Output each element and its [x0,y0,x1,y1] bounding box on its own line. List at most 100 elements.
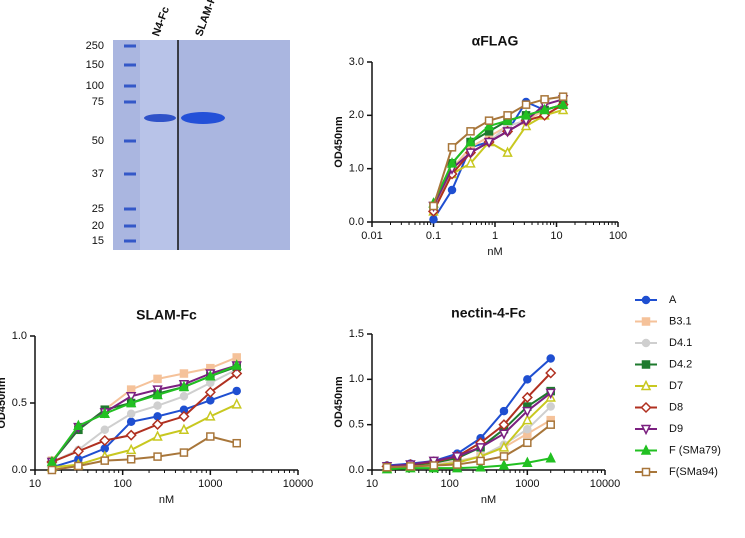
y-tick-label: 2.0 [349,109,364,121]
ladder-band [124,63,136,67]
chart: αFLAG 0.01 0.1 1 10 100 0.0 1.0 2.0 3.0 nM OD450nm [333,33,627,258]
marker [546,402,555,411]
ladder-band [124,224,136,228]
marker [126,417,136,427]
ladder-band [124,207,136,211]
series-line [51,403,238,469]
y-tick-label: 1.5 [349,328,364,340]
x-tick-label: 1 [492,230,498,242]
marker-label: 25 [92,203,104,215]
marker [179,369,189,378]
marker [99,434,111,447]
marker [521,391,533,404]
marker [499,406,509,416]
x-tick-label: 1000 [515,478,539,490]
marker [447,143,457,152]
x-tick-label: 10 [29,478,41,490]
x-tick-label: 1000 [198,478,222,490]
marker [72,445,84,457]
y-tick-label: 0.0 [349,464,364,476]
marker [231,367,243,380]
y-axis-label: OD450nm [0,377,8,429]
marker [475,461,486,472]
marker [521,100,531,109]
marker [125,429,137,441]
y-tick-label: 1.0 [12,330,27,342]
marker [520,109,532,120]
marker [206,396,215,405]
marker-label: 15 [92,235,104,247]
marker-label: 100 [86,80,104,92]
marker [465,135,476,147]
marker [126,409,136,418]
ladder-band [124,100,136,104]
marker [125,443,137,455]
x-tick-label: 10 [366,478,378,490]
legend-label: A [669,294,677,306]
series-line [51,364,238,463]
x-tick-label: 100 [440,478,458,490]
marker [100,425,110,435]
marker [540,95,549,104]
y-tick-label: 3.0 [349,56,364,68]
marker [153,452,162,461]
marker [429,201,438,211]
gel [113,40,290,250]
series-line [432,103,564,212]
marker [452,460,462,469]
marker [152,388,163,400]
legend-marker [640,444,652,455]
gel-lane [140,40,178,250]
marker [546,420,555,429]
chart-title: SLAM-Fc [136,307,197,323]
legend-marker [641,295,651,305]
y-tick-label: 0.5 [12,397,27,409]
legend-marker [640,424,652,436]
marker [232,386,241,396]
y-axis-label: OD450nm [333,376,345,428]
x-tick-label: 10000 [283,478,314,490]
marker [484,116,494,125]
marker [46,455,58,467]
marker [232,438,241,448]
marker [545,388,556,400]
marker [125,396,137,408]
x-tick-label: 0.1 [426,230,441,242]
marker-label: 75 [92,96,104,108]
marker [451,452,463,463]
chart: nectin-4-Fc 10 100 1000 10000 0.0 0.5 1.0 1.5 nM O… [333,294,721,506]
gel-image [113,40,290,250]
marker [466,127,475,136]
legend-label: B3.1 [669,315,692,327]
marker [179,392,189,401]
marker [465,157,476,168]
marker [406,462,415,471]
marker [502,146,513,157]
lane-label: N4-Fc [150,5,172,38]
ladder-band [124,239,136,243]
marker [231,398,242,409]
chart-title: αFLAG [472,33,519,49]
x-tick-label: 10 [550,230,562,242]
series-line [51,368,238,463]
marker [465,148,476,159]
marker [546,354,555,363]
x-axis-label: nM [481,494,496,506]
marker [153,374,162,384]
y-tick-label: 1.0 [349,163,364,175]
y-tick-label: 0.0 [12,464,27,476]
marker [446,157,458,168]
x-tick-label: 0.01 [361,230,382,242]
marker [498,429,510,440]
marker [499,452,509,461]
marker-label: 50 [92,135,104,147]
y-tick-label: 1.0 [349,373,364,385]
series-line [51,389,238,469]
lane-label: SLAM-Fc [193,0,221,38]
marker [178,423,190,435]
marker [125,392,137,403]
series-line [51,372,238,463]
marker [523,375,532,384]
legend-label: D7 [669,380,683,392]
